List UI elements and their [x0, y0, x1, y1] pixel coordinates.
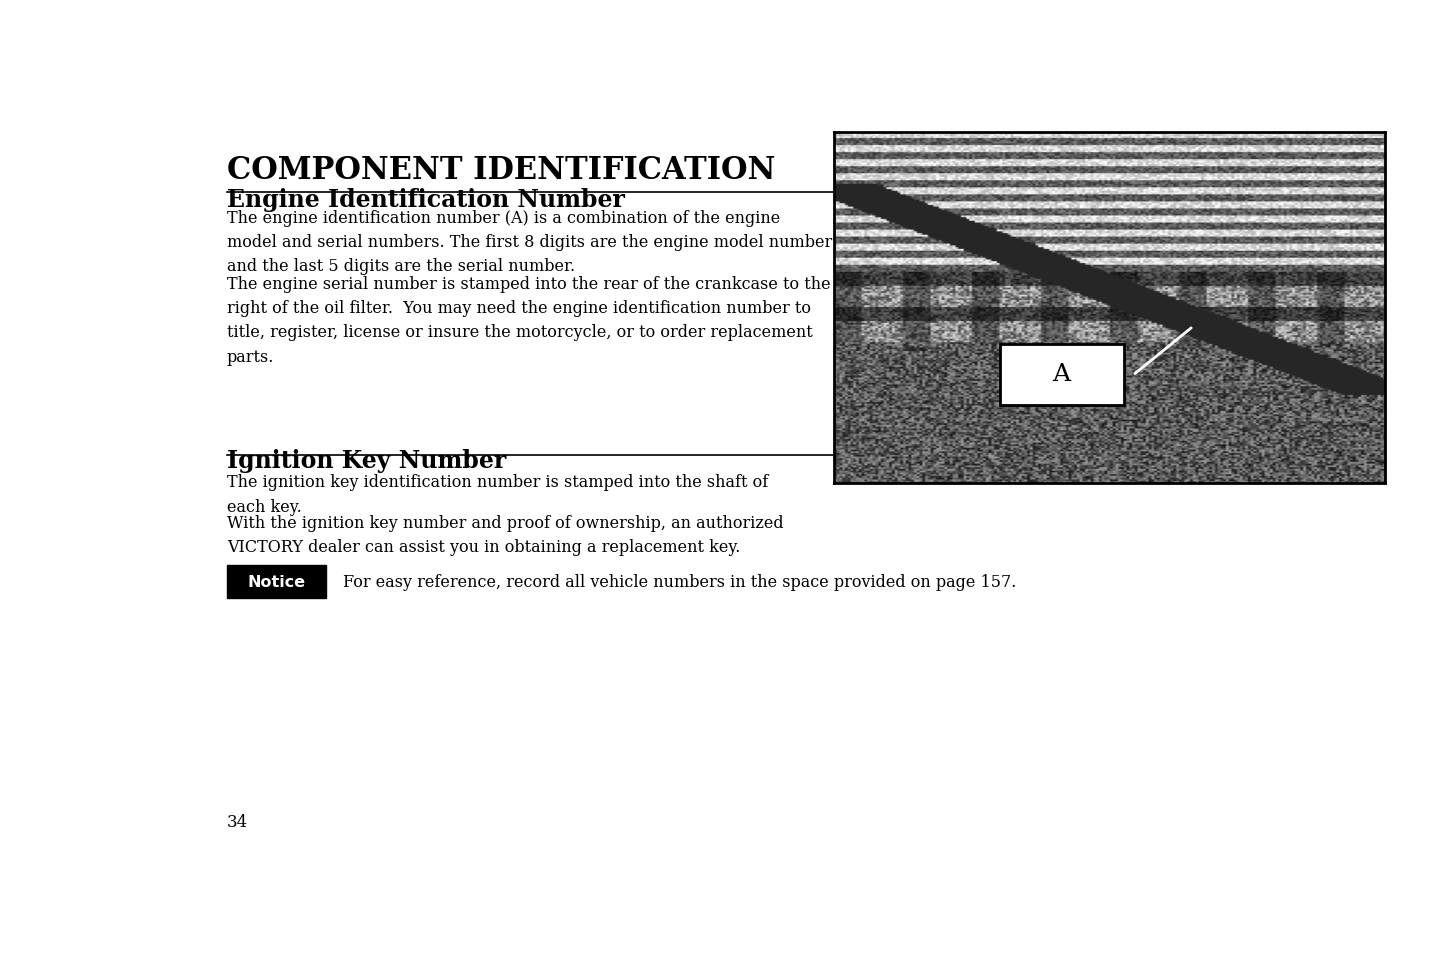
Text: Notice: Notice: [247, 575, 305, 590]
FancyBboxPatch shape: [227, 566, 326, 598]
Bar: [1000, 344, 1124, 406]
Text: For easy reference, record all vehicle numbers in the space provided on page 157: For easy reference, record all vehicle n…: [343, 574, 1016, 591]
Text: The ignition key identification number is stamped into the shaft of
each key.: The ignition key identification number i…: [227, 474, 768, 515]
Text: Engine Identification Number: Engine Identification Number: [227, 188, 625, 212]
Text: 34: 34: [227, 813, 249, 830]
Text: With the ignition key number and proof of ownership, an authorized
VICTORY deale: With the ignition key number and proof o…: [227, 515, 784, 556]
Text: COMPONENT IDENTIFICATION: COMPONENT IDENTIFICATION: [227, 154, 775, 186]
Text: Ignition Key Number: Ignition Key Number: [227, 448, 506, 473]
Text: The engine serial number is stamped into the rear of the crankcase to the
right : The engine serial number is stamped into…: [227, 275, 830, 365]
Text: A: A: [1051, 363, 1070, 386]
Text: The engine identification number (A) is a combination of the engine
model and se: The engine identification number (A) is …: [227, 210, 832, 275]
